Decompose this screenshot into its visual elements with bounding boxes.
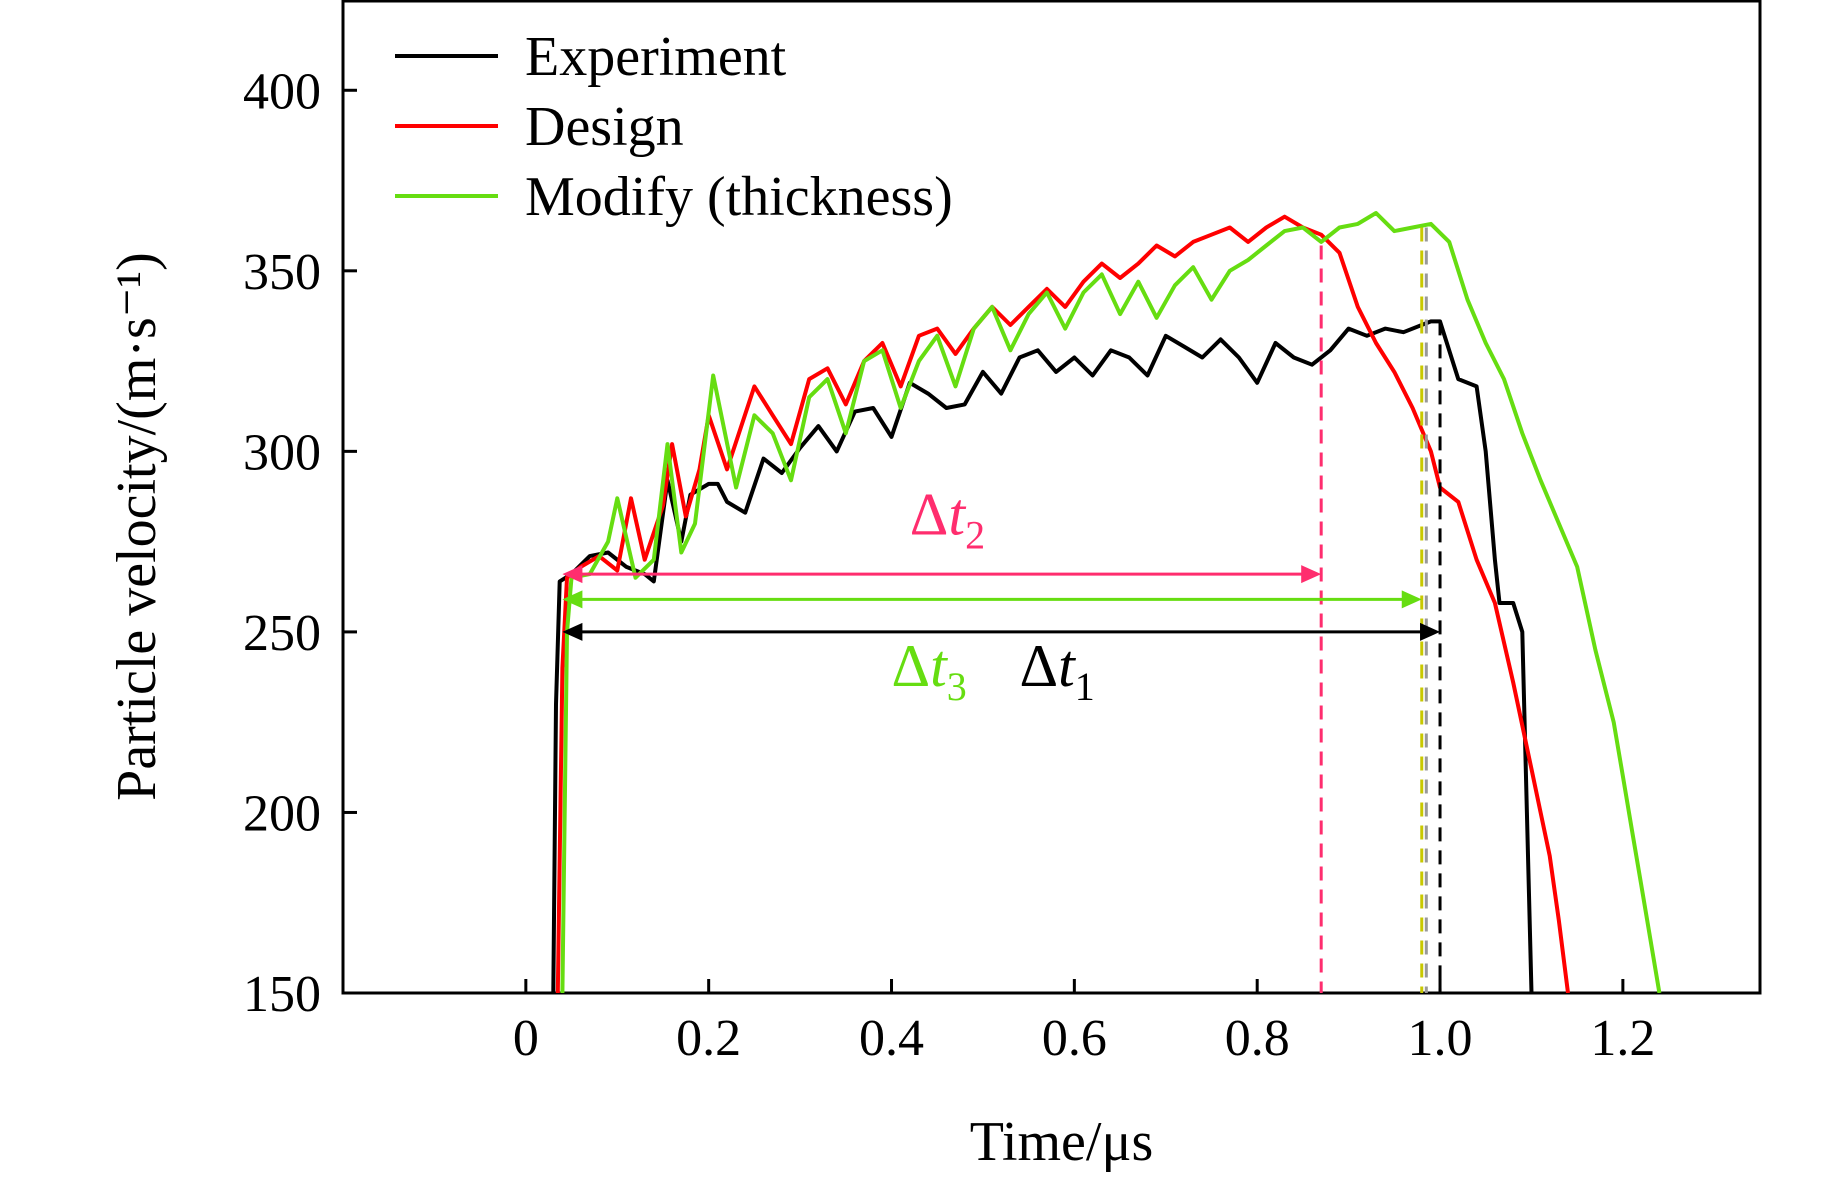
delta-t-label: Δt3 xyxy=(892,633,967,709)
series-line-1 xyxy=(555,214,1570,993)
legend-label: Modify (thickness) xyxy=(525,166,953,228)
y-tick-label: 400 xyxy=(243,63,321,120)
reference-lines xyxy=(1319,227,1442,993)
y-tick-label: 350 xyxy=(243,244,321,301)
annotations: Δt2 Δt3 Δt1 xyxy=(892,481,1095,709)
series-lines xyxy=(551,211,1662,993)
x-axis-title: Time/μs xyxy=(970,1111,1154,1173)
y-tick-label: 300 xyxy=(243,424,321,481)
legend-label: Experiment xyxy=(525,26,787,88)
y-tick-label: 150 xyxy=(243,966,321,1023)
arrow-head-left xyxy=(562,565,583,584)
x-tick-label: 0.4 xyxy=(859,1010,924,1067)
series-line-2 xyxy=(560,211,1662,993)
delta-t-label: Δt1 xyxy=(1020,633,1095,709)
x-tick-label: 0.8 xyxy=(1225,1010,1290,1067)
arrow-head-right xyxy=(1420,622,1441,641)
delta-t-label: Δt2 xyxy=(910,481,985,557)
y-tick-label: 200 xyxy=(243,785,321,842)
plot-border xyxy=(341,0,1762,995)
legend: Experiment Design Modify (thickness) xyxy=(395,26,953,228)
x-tick-label: 0.6 xyxy=(1042,1010,1107,1067)
arrow-head-right xyxy=(1401,590,1422,609)
arrow-head-right xyxy=(1301,565,1322,584)
x-tick-label: 0 xyxy=(513,1010,539,1067)
x-tick-label: 1.0 xyxy=(1408,1010,1473,1067)
x-tick-label: 0.2 xyxy=(676,1010,741,1067)
legend-label: Design xyxy=(525,96,684,158)
arrow-head-left xyxy=(562,590,583,609)
y-tick-label: 250 xyxy=(243,605,321,662)
y-axis-title: Particle velocity/(m·s⁻¹) xyxy=(106,252,168,801)
ticks: 0 0.2 0.4 0.6 0.8 1.0 1.2 150 200 250 300 350 400 xyxy=(243,63,1655,1067)
plot-frame xyxy=(341,0,1762,995)
arrow-head-left xyxy=(562,622,583,641)
x-tick-label: 1.2 xyxy=(1590,1010,1655,1067)
arrows xyxy=(562,565,1441,641)
